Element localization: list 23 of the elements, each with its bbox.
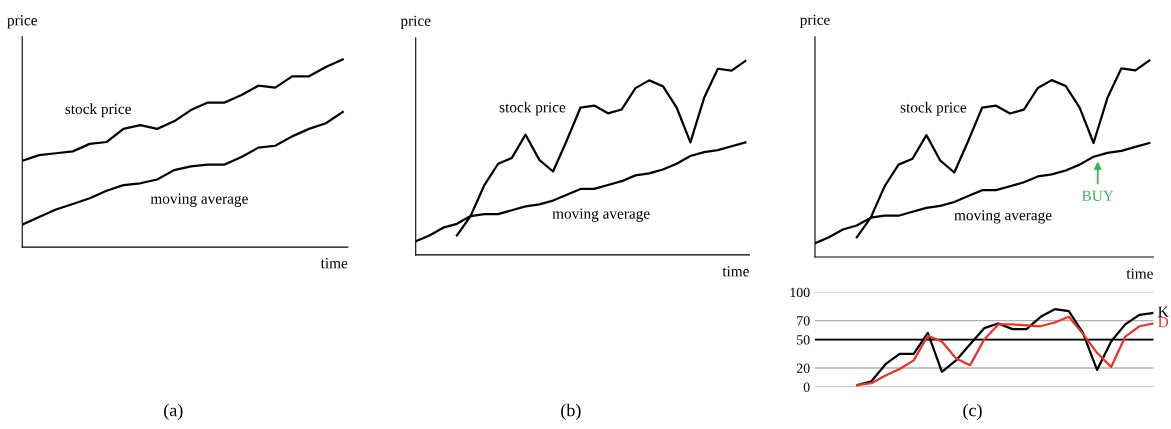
y-tick-label: 50 [797,335,810,345]
series-label: K [1158,306,1169,317]
series-label: moving average [954,210,1052,224]
y-axis-title: price [7,15,37,29]
y-axis-title: price [799,14,830,29]
y-tick-label: 0 [803,382,810,392]
y-tick-label: 20 [796,363,810,373]
y-axis-title: price [400,15,431,30]
x-axis-title: time [1126,268,1153,279]
text: (b) [561,403,581,421]
x-axis-title: time [320,258,348,269]
annotation: BUY [1082,190,1114,201]
y-tick-label: 100 [790,287,810,298]
series-label: moving average [552,208,650,222]
text: (a) [164,403,183,421]
series-label: stock price [65,103,131,118]
x-axis-title: time [722,266,749,277]
text: (c) [963,403,982,421]
y-tick-label: 70 [797,316,810,326]
series-label: moving average [150,193,248,207]
series-label: D [1158,317,1169,328]
series-label: stock price [900,101,967,116]
series-label: stock price [499,101,566,116]
